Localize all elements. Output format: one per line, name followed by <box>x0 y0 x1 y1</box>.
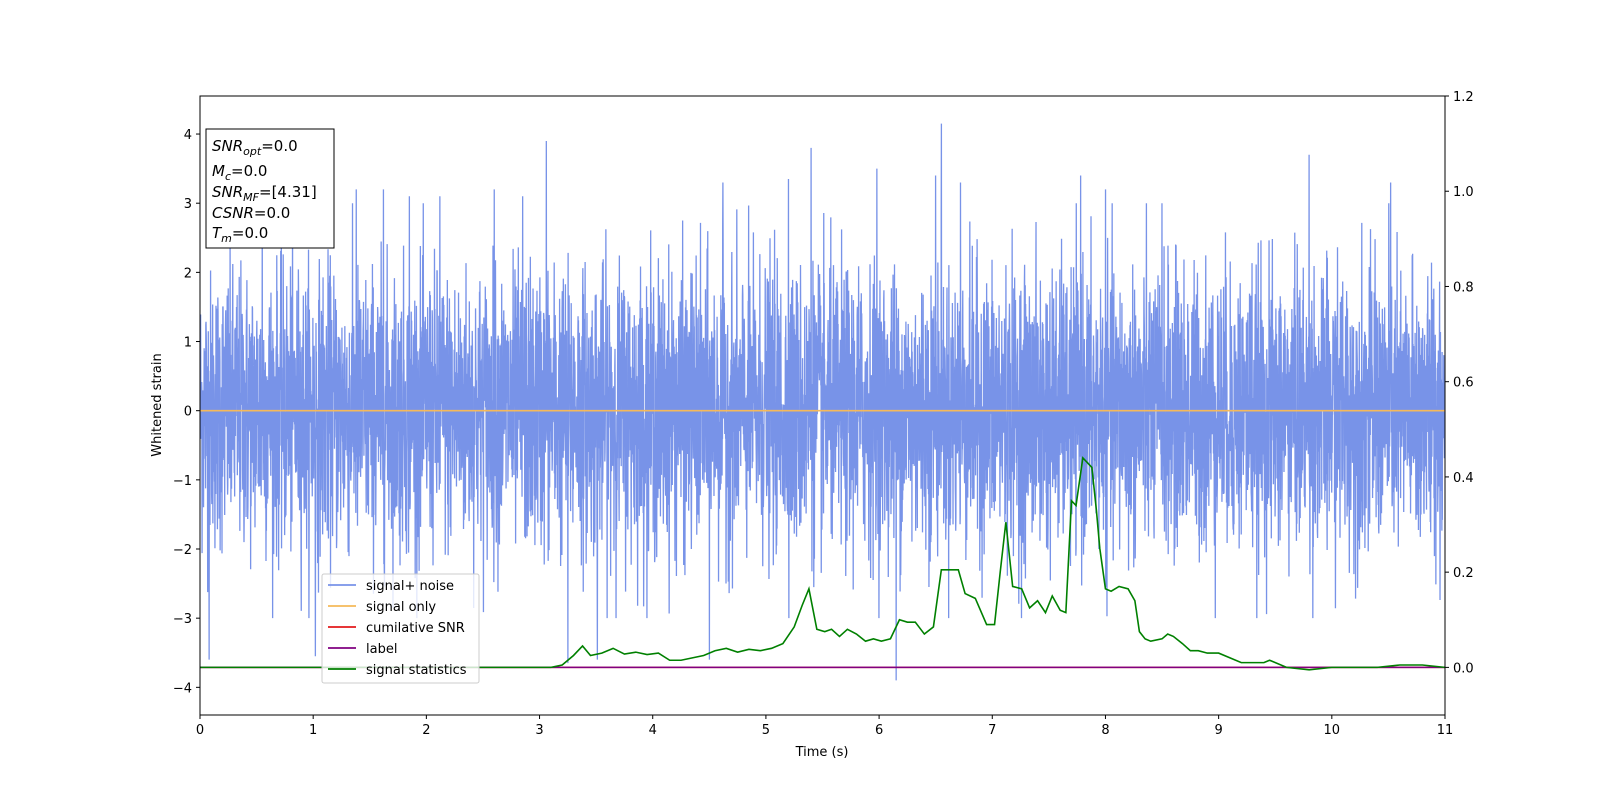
x-tick-label: 8 <box>1101 723 1109 738</box>
x-tick-label: 4 <box>649 723 657 738</box>
y-left-tick-label: −1 <box>173 474 192 489</box>
y-left-tick-label: 4 <box>184 128 192 143</box>
info-box-line: SNRopt=0.0 <box>212 137 298 158</box>
legend-label: cumilative SNR <box>366 621 465 636</box>
x-axis: 0 1 2 3 4 5 6 7 8 9 10 11 <box>196 715 1453 738</box>
y-axis-label-left: Whitened strain <box>150 353 165 456</box>
y-axis-right: 0.0 0.2 0.4 0.6 0.8 1.0 1.2 <box>1445 90 1474 676</box>
y-left-tick-label: −3 <box>173 612 192 627</box>
y-left-tick-label: 1 <box>184 336 192 351</box>
y-right-tick-label: 0.0 <box>1453 661 1474 676</box>
x-tick-label: 5 <box>762 723 770 738</box>
legend: signal+ noise signal only cumilative SNR la… <box>321 573 480 684</box>
y-right-tick-label: 1.2 <box>1453 90 1474 105</box>
legend-label: label <box>366 642 397 657</box>
y-left-tick-label: −2 <box>173 543 192 558</box>
info-box-line: Tm=0.0 <box>212 224 268 245</box>
y-left-tick-label: 2 <box>184 266 192 281</box>
x-tick-label: 2 <box>422 723 430 738</box>
info-box-line: SNRMF=[4.31] <box>212 183 317 204</box>
series-line-signal-noise <box>200 123 1445 681</box>
x-tick-label: 7 <box>988 723 996 738</box>
y-left-tick-label: 0 <box>184 405 192 420</box>
x-tick-label: 3 <box>535 723 543 738</box>
x-tick-label: 10 <box>1324 723 1341 738</box>
y-right-tick-label: 0.6 <box>1453 376 1474 391</box>
x-axis-label: Time (s) <box>795 745 849 760</box>
x-tick-label: 9 <box>1214 723 1222 738</box>
legend-label: signal statistics <box>366 663 467 678</box>
y-left-tick-label: 3 <box>184 197 192 212</box>
legend-label: signal only <box>366 600 436 615</box>
plot-frame <box>199 95 1446 716</box>
info-box-line: Mc=0.0 <box>212 162 267 183</box>
x-tick-label: 6 <box>875 723 883 738</box>
x-tick-label: 11 <box>1437 723 1454 738</box>
y-right-tick-label: 0.4 <box>1453 471 1474 486</box>
info-box-line: CSNR=0.0 <box>212 204 290 222</box>
info-box-frame <box>205 128 335 249</box>
series-line-signal-statistics <box>200 456 1445 671</box>
y-right-tick-label: 0.2 <box>1453 566 1474 581</box>
x-tick-label: 0 <box>196 723 204 738</box>
y-right-tick-label: 1.0 <box>1453 185 1474 200</box>
y-left-tick-label: −4 <box>173 681 192 696</box>
legend-frame <box>321 573 480 684</box>
legend-label: signal+ noise <box>366 579 454 594</box>
y-axis-left: −4 −3 −2 −1 0 1 2 3 4 <box>173 128 200 696</box>
x-tick-label: 1 <box>309 723 317 738</box>
y-right-tick-label: 0.8 <box>1453 280 1474 295</box>
